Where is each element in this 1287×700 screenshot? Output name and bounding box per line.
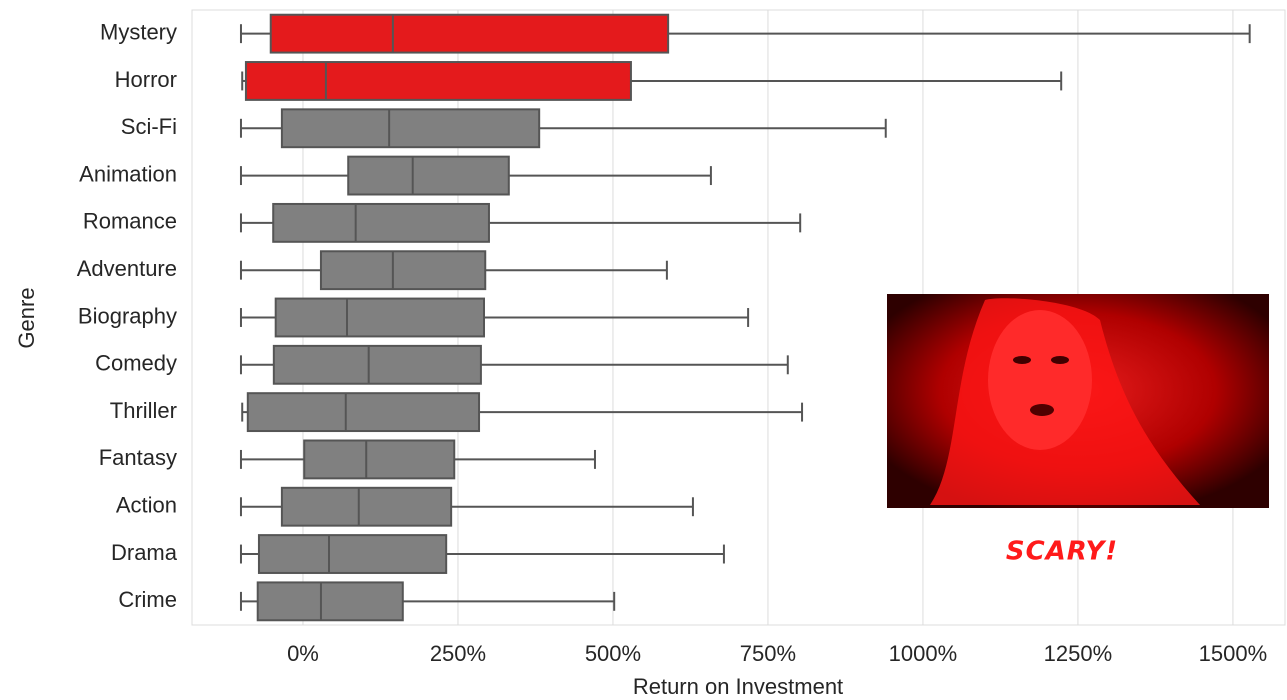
inset-image bbox=[887, 294, 1269, 508]
plot-frame bbox=[191, 9, 1286, 626]
box bbox=[347, 155, 510, 196]
annotation: SCARY! bbox=[1006, 537, 1118, 567]
y-tick-label: Romance bbox=[83, 209, 177, 234]
image-eye bbox=[1013, 356, 1031, 364]
box bbox=[274, 297, 486, 338]
y-tick-label: Mystery bbox=[100, 19, 177, 44]
y-tick-label: Drama bbox=[111, 540, 178, 565]
y-tick-label: Sci-Fi bbox=[121, 114, 177, 139]
x-tick-label: 0% bbox=[287, 641, 319, 666]
y-tick-label: Crime bbox=[118, 587, 177, 612]
image-eye bbox=[1051, 356, 1069, 364]
image-mouth bbox=[1030, 404, 1054, 416]
box bbox=[272, 202, 490, 243]
x-tick-label: 750% bbox=[740, 641, 796, 666]
box bbox=[272, 344, 482, 385]
y-tick-label: Biography bbox=[78, 303, 177, 328]
y-tick-label: Adventure bbox=[77, 256, 177, 281]
box bbox=[256, 581, 404, 622]
box bbox=[246, 392, 481, 433]
x-tick-label: 1250% bbox=[1044, 641, 1113, 666]
x-tick-label: 500% bbox=[585, 641, 641, 666]
x-tick-label: 1000% bbox=[889, 641, 958, 666]
y-tick-label: Horror bbox=[115, 67, 177, 92]
y-tick-label: Thriller bbox=[110, 398, 177, 423]
x-axis-label: Return on Investment bbox=[633, 674, 843, 699]
y-tick-label: Action bbox=[116, 493, 177, 518]
y-axis-label: Genre bbox=[14, 287, 39, 348]
box bbox=[269, 13, 670, 54]
box bbox=[280, 486, 453, 527]
box bbox=[319, 250, 487, 291]
x-tick-label: 250% bbox=[430, 641, 486, 666]
y-tick-label: Fantasy bbox=[99, 445, 177, 470]
box bbox=[280, 108, 541, 149]
y-tick-label: Comedy bbox=[95, 351, 177, 376]
box bbox=[303, 439, 456, 480]
box bbox=[257, 534, 448, 574]
x-tick-label: 1500% bbox=[1199, 641, 1268, 666]
box bbox=[244, 61, 632, 101]
y-tick-label: Animation bbox=[79, 161, 177, 186]
image-face bbox=[988, 310, 1092, 450]
